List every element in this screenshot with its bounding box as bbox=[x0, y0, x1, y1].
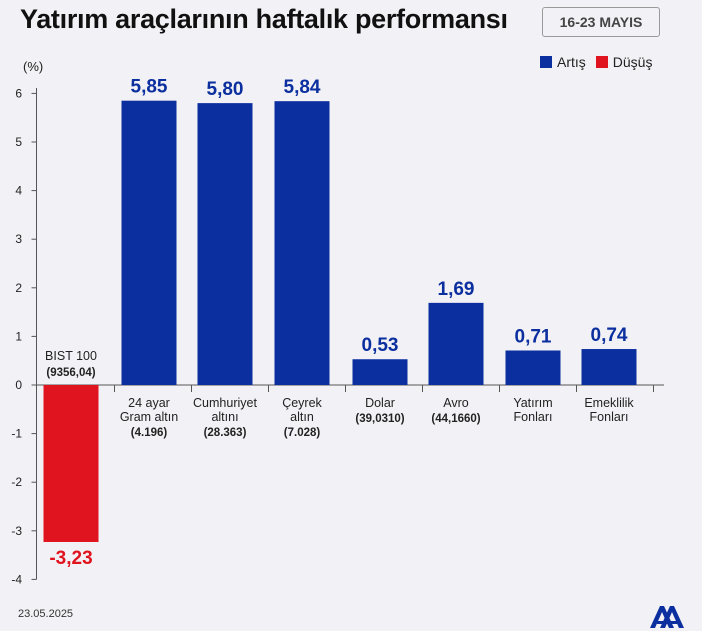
value-label: 1,69 bbox=[438, 279, 475, 300]
bar-1 bbox=[43, 385, 99, 542]
y-tick-label: 3 bbox=[15, 232, 22, 246]
category-sublabel: (28.363) bbox=[204, 427, 247, 439]
legend-item-decrease: Düşüş bbox=[595, 54, 653, 70]
y-tick-label: -3 bbox=[11, 524, 22, 538]
legend-swatch-decrease bbox=[595, 56, 608, 68]
value-label: 0,53 bbox=[362, 335, 399, 356]
category-label: 24 ayar bbox=[128, 396, 170, 410]
category-label: Emeklilik bbox=[584, 396, 634, 410]
category-label: Dolar bbox=[365, 396, 395, 410]
value-label: 5,84 bbox=[284, 77, 321, 98]
category-label: altını bbox=[211, 410, 238, 424]
legend-label-decrease: Düşüş bbox=[612, 54, 653, 70]
category-sublabel: (39,0310) bbox=[355, 413, 404, 425]
y-tick-label: 2 bbox=[15, 281, 22, 295]
category-sublabel: (44,1660) bbox=[431, 413, 480, 425]
y-axis-unit-label: (%) bbox=[23, 59, 44, 74]
y-tick-label: 0 bbox=[15, 378, 22, 392]
y-tick-label: -2 bbox=[11, 475, 22, 489]
value-label: 0,71 bbox=[515, 326, 552, 347]
chart-legend: Artış Düşüş bbox=[540, 54, 652, 70]
y-tick-label: 6 bbox=[15, 86, 22, 100]
category-label: altın bbox=[290, 410, 314, 424]
category-sublabel: (9356,04) bbox=[46, 367, 95, 379]
value-label: -3,23 bbox=[49, 548, 92, 569]
category-label: Çeyrek bbox=[282, 396, 322, 410]
y-tick-label: -4 bbox=[11, 572, 22, 586]
bar-6 bbox=[428, 302, 484, 385]
value-label: 0,74 bbox=[591, 325, 628, 346]
aa-logo-icon bbox=[650, 606, 684, 628]
category-label: BIST 100 bbox=[45, 349, 97, 363]
category-label: Fonları bbox=[590, 410, 629, 424]
y-tick-label: -1 bbox=[11, 427, 22, 441]
footer-date: 23.05.2025 bbox=[18, 608, 74, 620]
category-label: Fonları bbox=[514, 410, 553, 424]
bar-8 bbox=[581, 349, 637, 385]
category-sublabel: (4.196) bbox=[131, 427, 168, 439]
legend-item-increase: Artış bbox=[540, 54, 586, 70]
category-label: Yatırım bbox=[513, 396, 552, 410]
category-label: Cumhuriyet bbox=[193, 396, 257, 410]
y-tick-label: 4 bbox=[15, 184, 22, 198]
y-tick-label: 1 bbox=[15, 329, 22, 343]
bar-4 bbox=[274, 101, 330, 386]
bar-3 bbox=[197, 103, 253, 386]
y-tick-label: 5 bbox=[15, 135, 22, 149]
category-label: Gram altın bbox=[120, 410, 178, 424]
value-label: 5,80 bbox=[207, 79, 244, 100]
bar-7 bbox=[505, 350, 561, 385]
legend-label-increase: Artış bbox=[557, 54, 586, 70]
bar-2 bbox=[121, 100, 177, 385]
bar-5 bbox=[352, 359, 408, 385]
category-label: Avro bbox=[443, 396, 469, 410]
category-sublabel: (7.028) bbox=[284, 427, 321, 439]
page-title: Yatırım araçlarının haftalık performansı bbox=[20, 4, 508, 34]
value-label: 5,85 bbox=[131, 77, 168, 98]
legend-swatch-increase bbox=[540, 56, 552, 68]
date-range-badge: 16-23 MAYIS bbox=[542, 7, 660, 37]
